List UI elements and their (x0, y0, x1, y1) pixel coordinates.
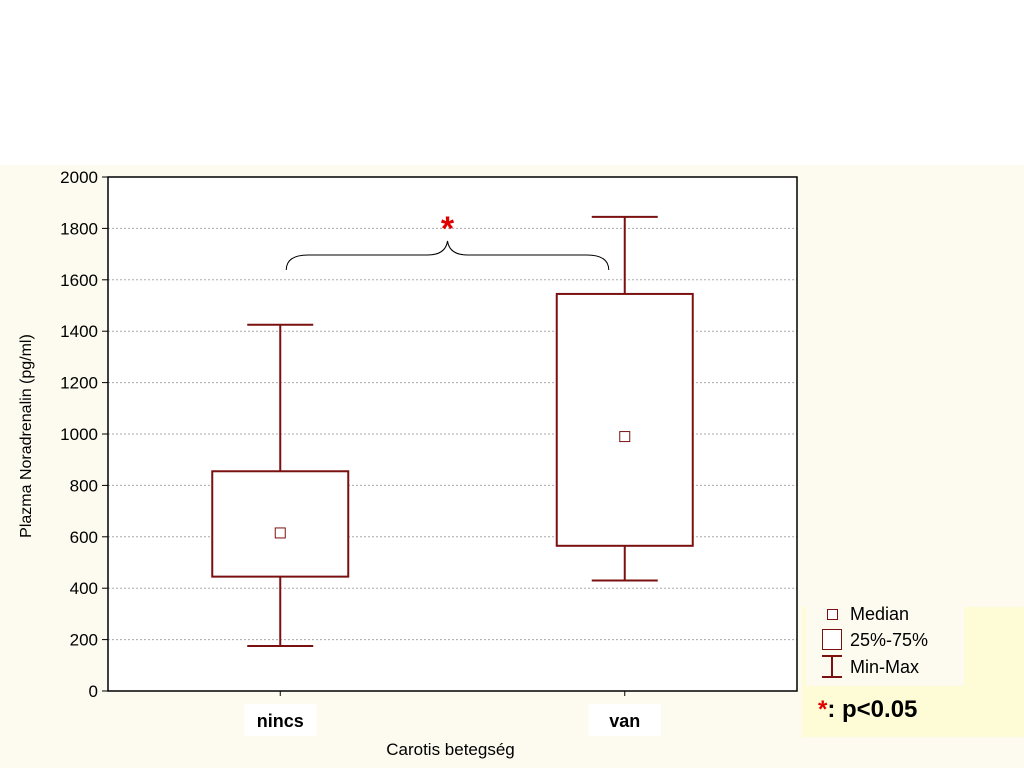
significance-label: : p<0.05 (827, 696, 918, 723)
y-axis-title: Plazma Noradrenalin (pg/ml) (18, 334, 35, 538)
significance-note: *: p<0.05 (818, 696, 917, 724)
y-tick-label: 600 (70, 528, 98, 547)
legend-label-median: Median (850, 603, 910, 624)
iqr-box (211, 470, 350, 578)
legend-label-minmax: Min-Max (850, 656, 920, 677)
median-marker (274, 527, 286, 539)
iqr-box (555, 292, 694, 547)
whisker-symbol-icon (820, 655, 844, 679)
y-tick-label: 2000 (60, 168, 98, 187)
x-tick-label-van: van (609, 711, 640, 731)
y-tick-label: 1200 (60, 374, 98, 393)
y-tick-label: 1600 (60, 271, 98, 290)
median-marker (619, 431, 631, 443)
legend-label-quartile: 25%-75% (850, 629, 929, 650)
y-tick-label: 200 (70, 631, 98, 650)
x-tick-label-background (588, 704, 661, 736)
asterisk-icon: * (818, 696, 828, 723)
y-tick-label: 400 (70, 579, 98, 598)
x-tick-label-background (244, 704, 317, 736)
y-tick-label: 800 (70, 476, 98, 495)
plot-frame (107, 176, 798, 692)
y-tick-label: 1400 (60, 322, 98, 341)
y-tick-label: 0 (89, 682, 98, 701)
x-axis-title: Carotis betegség (386, 740, 515, 759)
significance-asterisk: * (441, 210, 455, 248)
legend-entry-median: Median (820, 602, 909, 626)
legend-entry-minmax: Min-Max (820, 655, 919, 679)
median-symbol-icon (820, 602, 844, 626)
x-tick-label-nincs: nincs (257, 711, 304, 731)
significance-brace (285, 240, 610, 271)
y-tick-label: 1800 (60, 219, 98, 238)
legend-entry-quartile: 25%-75% (820, 628, 928, 652)
y-tick-label: 1000 (60, 425, 98, 444)
box-symbol-icon (820, 628, 844, 652)
